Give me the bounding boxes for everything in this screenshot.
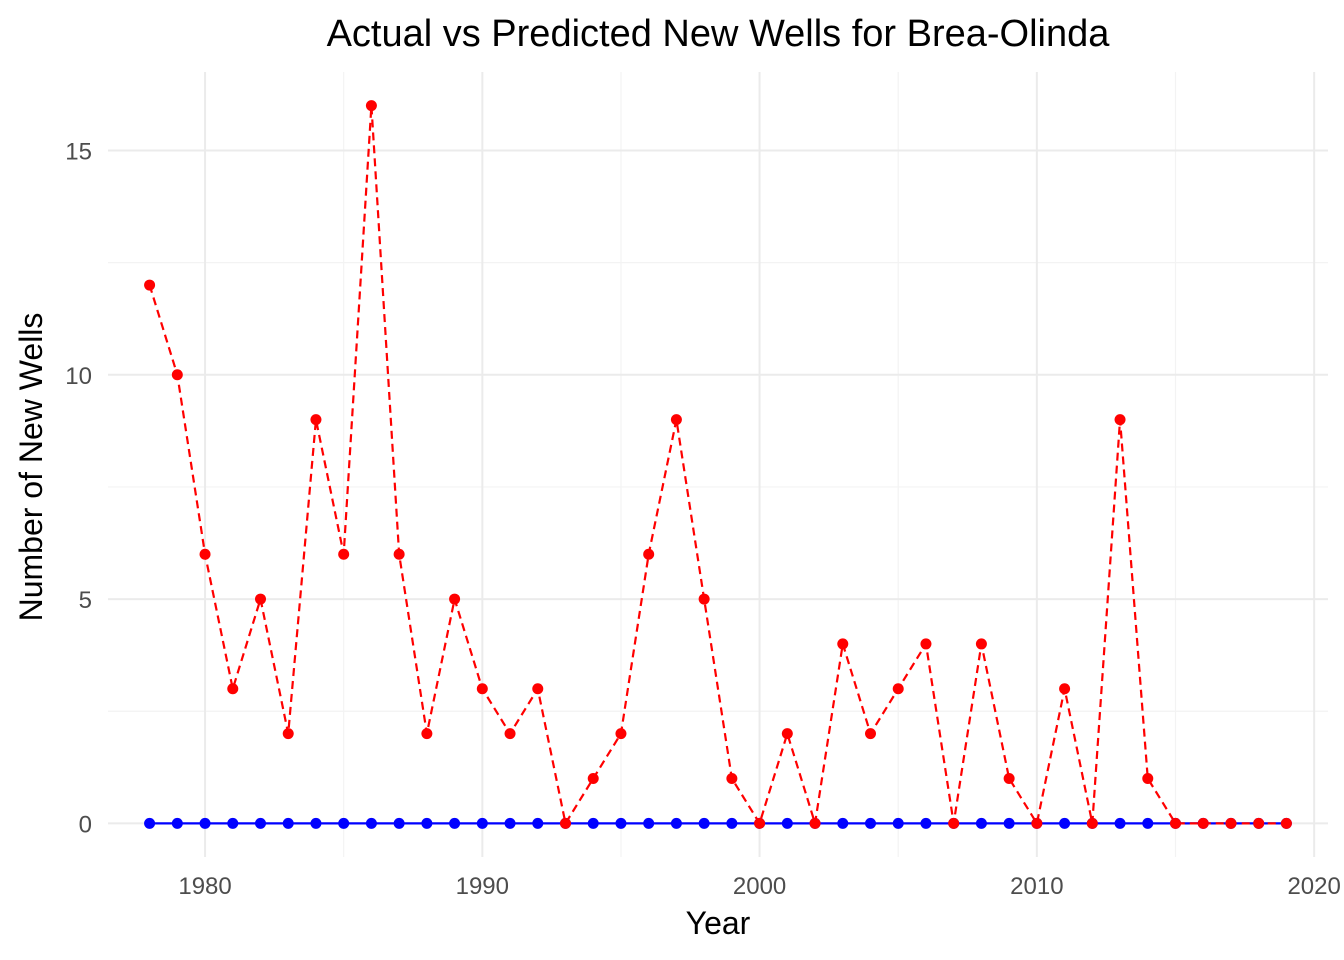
- series-2-point: [643, 548, 655, 560]
- series-2-point: [1003, 773, 1015, 784]
- series-1-point: [365, 817, 377, 829]
- series-1-point: [726, 817, 738, 829]
- y-tick-label: 0: [79, 811, 92, 838]
- series-2-point: [255, 593, 266, 605]
- series-1-point: [587, 817, 599, 829]
- series-2-point: [365, 100, 377, 112]
- grid: [108, 72, 1328, 857]
- y-tick-label: 10: [65, 363, 92, 390]
- series-2-point: [1253, 817, 1265, 829]
- series-2-point: [920, 638, 932, 650]
- series-2-point: [948, 817, 960, 829]
- series-1-point: [615, 817, 627, 829]
- series-2-point: [310, 414, 322, 426]
- y-tick-label: 5: [79, 587, 92, 614]
- x-tick-label: 2010: [1010, 873, 1063, 900]
- series-2-point: [504, 728, 516, 740]
- series-1-point: [698, 817, 710, 829]
- series-1-point: [1114, 817, 1126, 829]
- series-2-point: [532, 683, 544, 695]
- series-1-point: [1059, 817, 1071, 829]
- series-1-point: [227, 817, 239, 829]
- series-2-point: [171, 369, 183, 381]
- series-1-point: [338, 817, 350, 829]
- series-2-point: [837, 638, 849, 650]
- series-2-point: [865, 728, 876, 740]
- series-1-point: [920, 817, 932, 829]
- series-2-point: [1225, 817, 1237, 829]
- series-1-point: [865, 817, 876, 829]
- y-axis-title: Number of New Wells: [13, 313, 49, 622]
- series-1-point: [892, 817, 904, 829]
- x-tick-label: 2000: [733, 873, 786, 900]
- series-1-point: [670, 817, 682, 829]
- series-2-point: [615, 728, 627, 740]
- series-2-point: [560, 817, 571, 829]
- series-2-point: [282, 728, 294, 740]
- series-1-point: [837, 817, 849, 829]
- series-1-point: [975, 817, 987, 829]
- series-1-point: [421, 817, 433, 829]
- tick-labels: 1980 1990 2000 2010 2020 0 5 10 15: [65, 139, 1341, 901]
- series-1-point: [310, 817, 322, 829]
- series-2-point: [975, 638, 987, 650]
- series-2-point: [754, 817, 766, 829]
- series-1-point: [255, 817, 266, 829]
- series-1-point: [504, 817, 516, 829]
- series-layer: [144, 100, 1292, 829]
- series-2-point: [587, 773, 599, 784]
- series-2-point: [698, 593, 710, 605]
- x-tick-label: 1990: [456, 873, 509, 900]
- series-2-point: [809, 817, 821, 829]
- series-2-point: [1086, 817, 1098, 829]
- series-1-point: [781, 817, 793, 829]
- series-2-point: [1142, 773, 1154, 784]
- series-1-point: [532, 817, 544, 829]
- series-1-point: [282, 817, 294, 829]
- series-1-point: [144, 817, 156, 829]
- series-2-point: [199, 548, 211, 560]
- series-2-point: [1170, 817, 1181, 829]
- series-2-point: [1114, 414, 1126, 426]
- series-2-point: [1059, 683, 1071, 695]
- series-1-point: [1003, 817, 1015, 829]
- series-2-point: [227, 683, 239, 695]
- series-2-point: [421, 728, 433, 740]
- series-2-point: [393, 548, 405, 560]
- series-1-point: [171, 817, 183, 829]
- chart-title: Actual vs Predicted New Wells for Brea-O…: [327, 13, 1111, 55]
- series-2-point: [338, 548, 350, 560]
- series-1-point: [1142, 817, 1154, 829]
- series-2-point: [449, 593, 461, 605]
- x-tick-label: 1980: [178, 873, 231, 900]
- series-2-point: [892, 683, 904, 695]
- series-2-point: [1031, 817, 1043, 829]
- x-axis-title: Year: [686, 905, 751, 941]
- series-1-point: [643, 817, 655, 829]
- series-2-line: [148, 104, 1287, 825]
- series-1-point: [476, 817, 488, 829]
- series-2-point: [144, 279, 156, 291]
- series-2-point: [476, 683, 488, 695]
- series-2-point: [1280, 817, 1292, 829]
- x-tick-label: 2020: [1287, 873, 1340, 900]
- series-2-point: [726, 773, 738, 784]
- series-2-point: [1197, 817, 1209, 829]
- series-2-point: [781, 728, 793, 740]
- series-1-point: [199, 817, 211, 829]
- y-tick-label: 15: [65, 139, 92, 166]
- series-1-point: [393, 817, 405, 829]
- series-1-point: [449, 817, 461, 829]
- series-2-point: [670, 414, 682, 426]
